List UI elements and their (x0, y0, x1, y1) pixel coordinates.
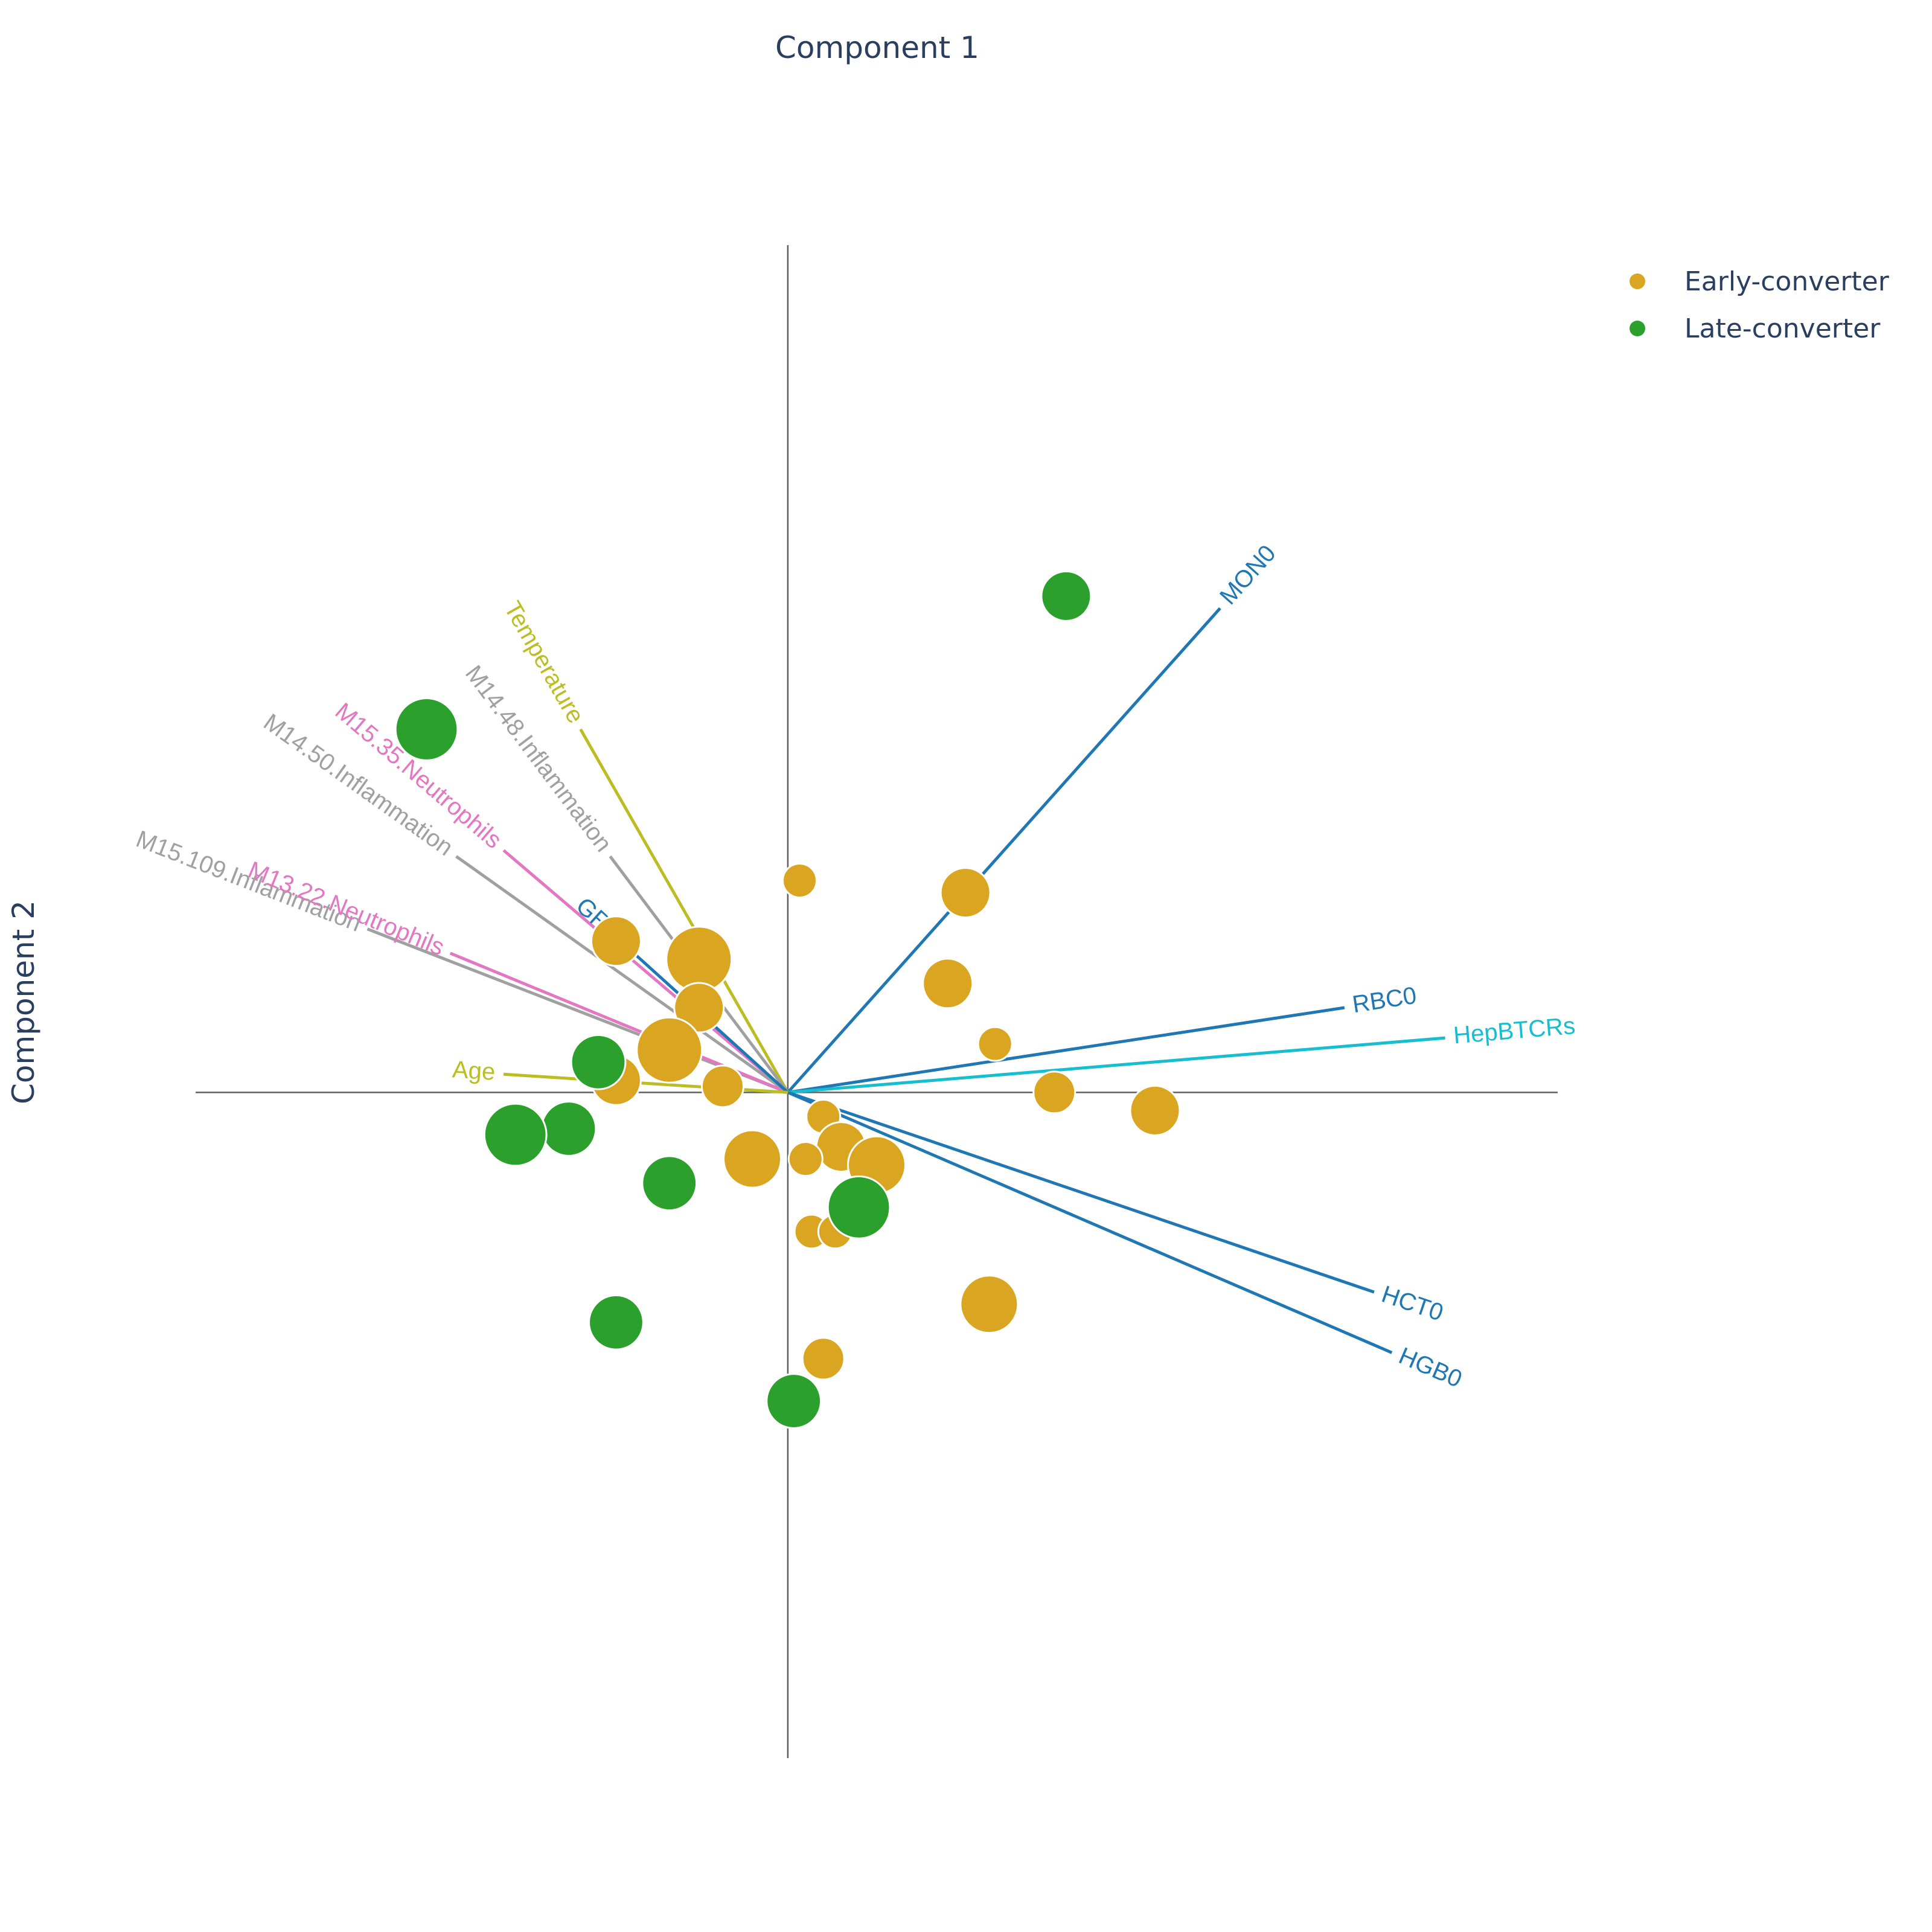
data-point[interactable] (641, 1155, 698, 1212)
loading-label-m13-22-neutrophils: M13.22.Neutrophils (245, 857, 448, 961)
data-point[interactable] (483, 1102, 548, 1167)
loading-label-hct0: HCT0 (1378, 1281, 1447, 1326)
loading-label-hepbtcrs: HepBTCRs (1453, 1012, 1576, 1049)
loading-vectors: MON0RBC0HepBTCRsHCT0HGB0TemperatureM14.4… (132, 540, 1576, 1393)
loading-vector-m14-50-inflammation (455, 855, 789, 1094)
loading-vector-m15-109-inflammation (366, 927, 788, 1094)
data-point[interactable] (959, 1275, 1019, 1334)
loading-vector-hgb0 (787, 1091, 1393, 1354)
x-axis-title: Component 1 (775, 30, 979, 65)
legend-item-early[interactable]: Early-converter (1630, 266, 1890, 297)
data-point[interactable] (723, 1129, 782, 1189)
data-point[interactable] (827, 1175, 891, 1239)
loading-vector-hct0 (787, 1090, 1375, 1294)
data-point[interactable] (1040, 570, 1092, 622)
scatter-points (394, 570, 1181, 1429)
data-point[interactable] (588, 1294, 644, 1351)
loading-vector-rbc0 (787, 1006, 1345, 1094)
loading-label-mon0: MON0 (1215, 540, 1281, 610)
data-point[interactable] (636, 1016, 703, 1084)
loading-vector-temperature (579, 728, 790, 1093)
legend[interactable]: Early-converter Late-converter (1630, 266, 1890, 344)
data-point[interactable] (394, 697, 459, 761)
data-point[interactable] (1129, 1084, 1181, 1136)
y-axis-title: Component 2 (6, 900, 41, 1104)
data-point[interactable] (540, 1101, 597, 1157)
loading-vector-mon0 (787, 607, 1221, 1094)
data-point[interactable] (922, 958, 974, 1009)
data-point[interactable] (673, 982, 725, 1034)
data-point[interactable] (590, 915, 642, 967)
data-point[interactable] (801, 1337, 845, 1381)
loading-vector-m15-35-neutrophils (502, 849, 789, 1094)
legend-label-late: Late-converter (1684, 313, 1881, 344)
loading-label-rbc0: RBC0 (1351, 982, 1418, 1019)
loading-vector-hepbtcrs (787, 1036, 1445, 1094)
legend-label-early: Early-converter (1684, 266, 1890, 297)
series-late-converter (394, 570, 1092, 1429)
data-point[interactable] (977, 1026, 1013, 1062)
data-point[interactable] (781, 863, 817, 899)
data-point[interactable] (766, 1373, 822, 1429)
data-point[interactable] (939, 867, 991, 919)
data-point[interactable] (700, 1064, 744, 1108)
series-early-converter (590, 863, 1181, 1381)
loading-label-hgb0: HGB0 (1395, 1342, 1465, 1393)
data-point[interactable] (1032, 1070, 1076, 1115)
legend-item-late[interactable]: Late-converter (1630, 313, 1881, 344)
data-point[interactable] (787, 1141, 824, 1177)
data-point[interactable] (570, 1034, 627, 1090)
legend-marker-late (1630, 321, 1645, 336)
legend-marker-early (1630, 273, 1645, 289)
loading-label-age: Age (452, 1056, 496, 1085)
